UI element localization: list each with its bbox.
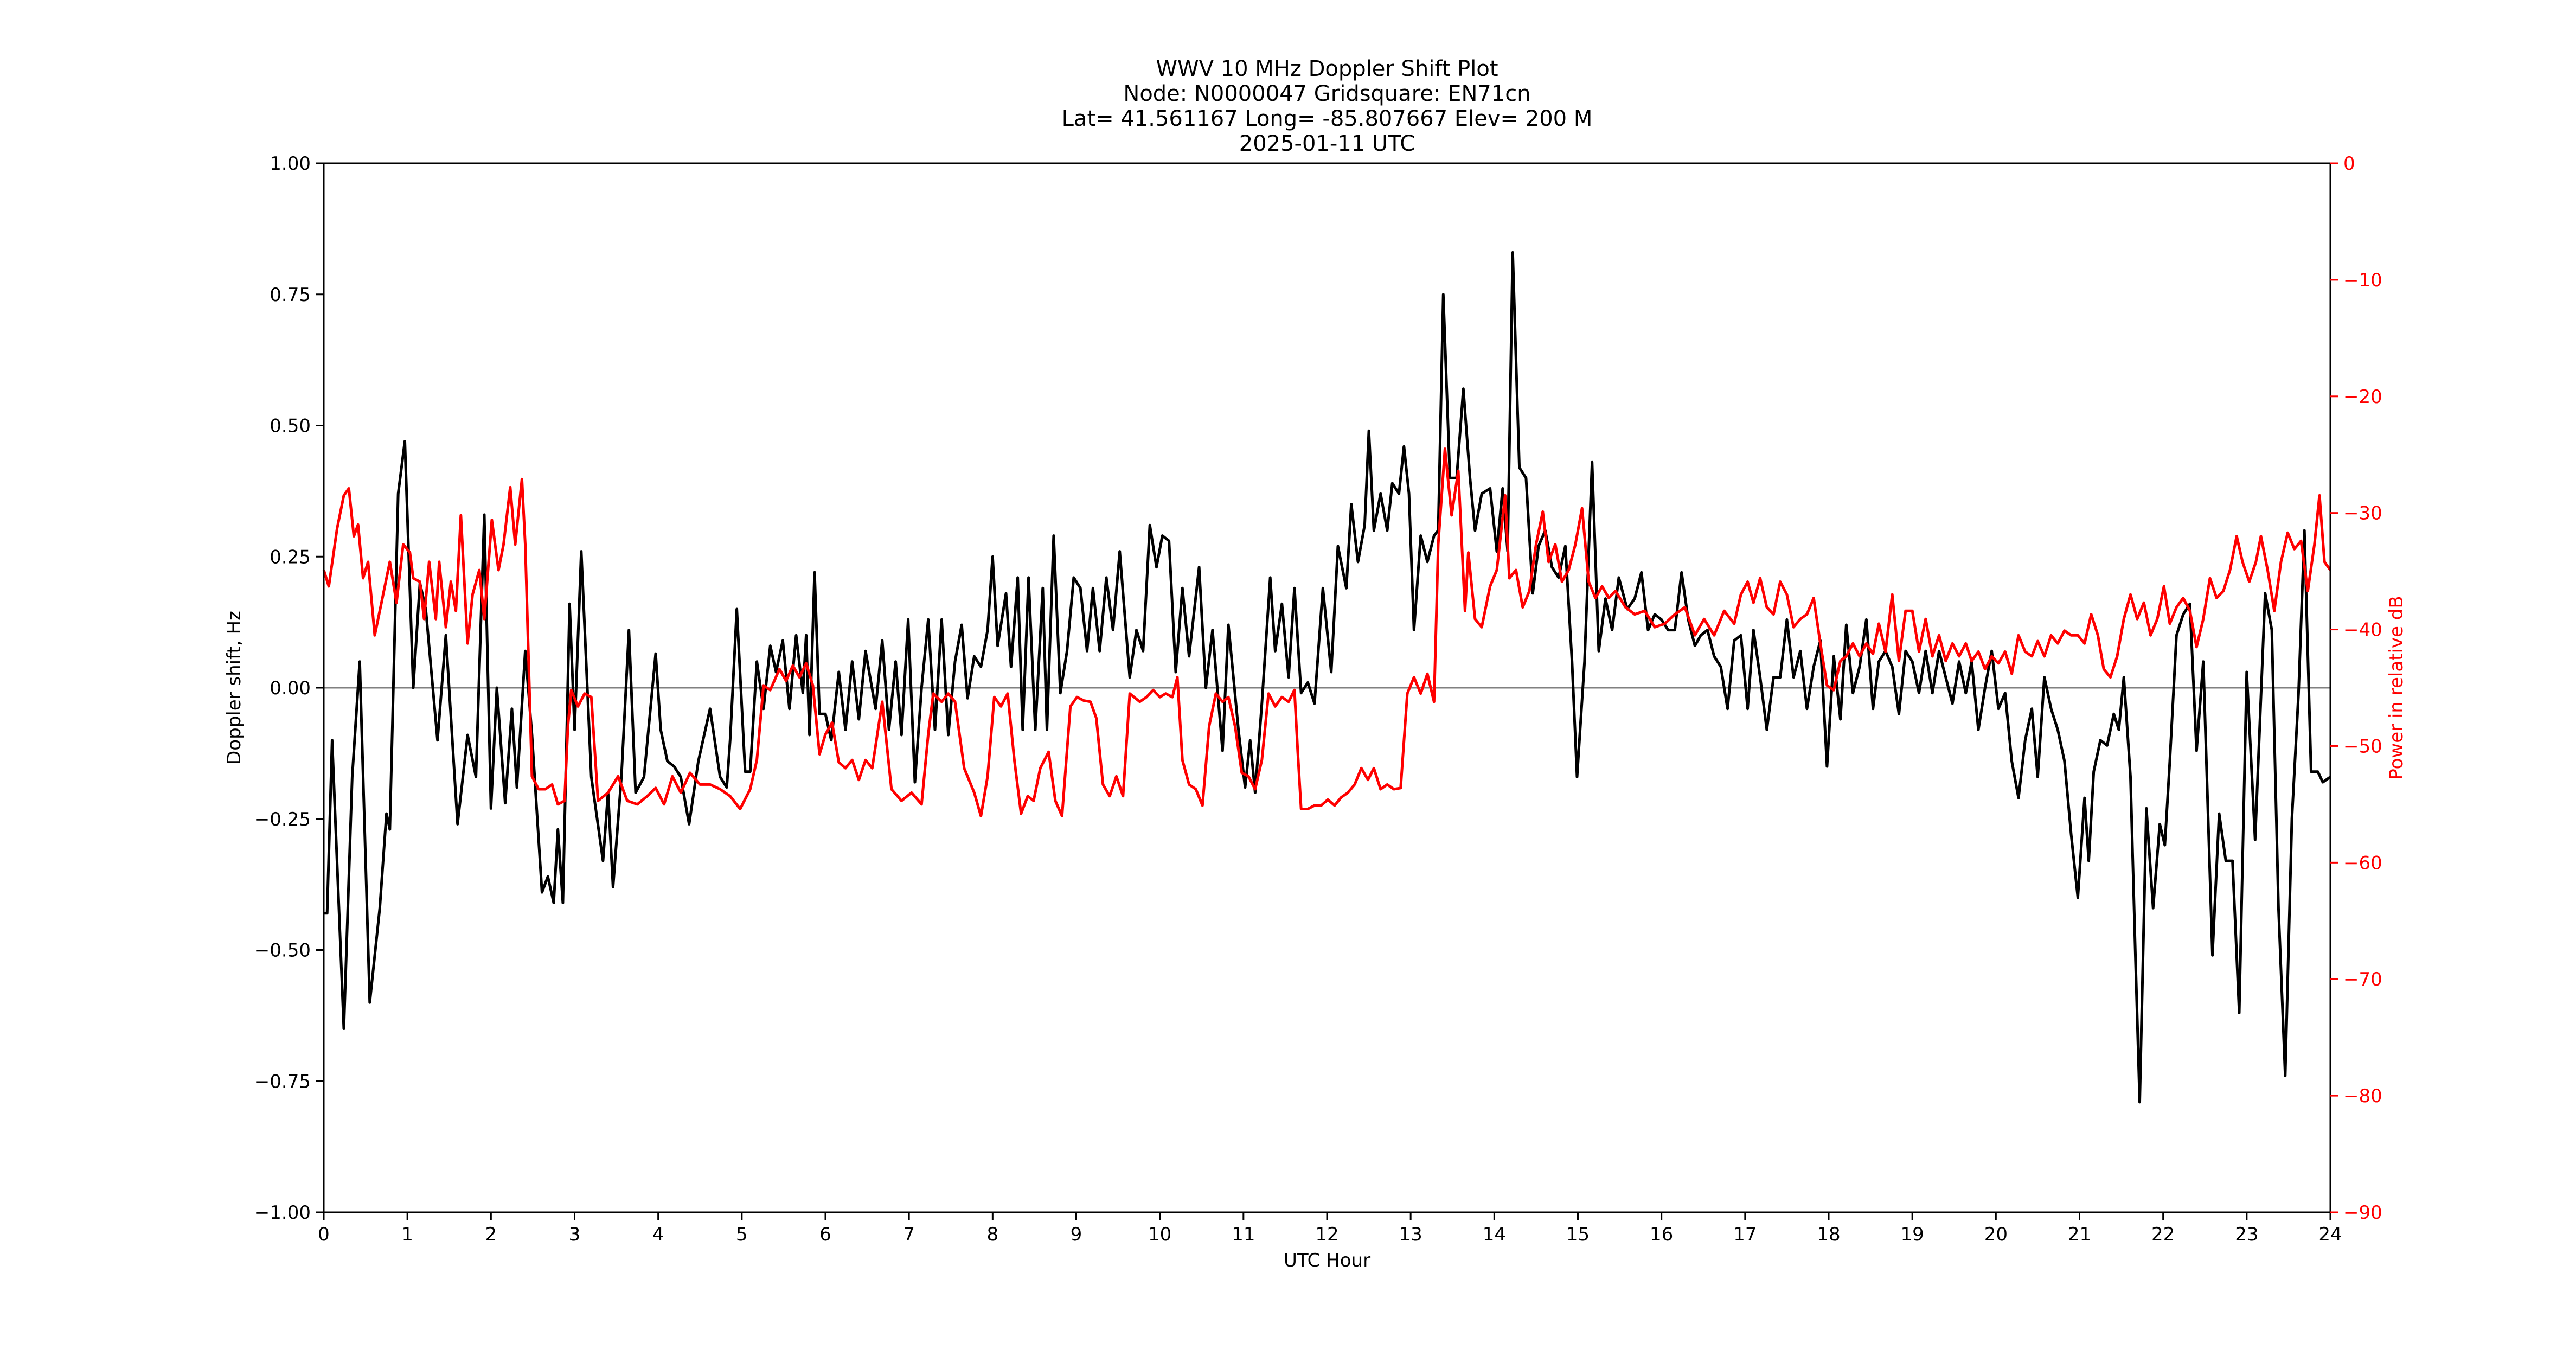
- y-tick-label: 0.25: [270, 546, 311, 568]
- x-tick-label: 0: [318, 1224, 330, 1245]
- x-tick-label: 4: [652, 1224, 664, 1245]
- y2-tick-label: −90: [2343, 1202, 2382, 1224]
- chart-subtitle-location: Lat= 41.561167 Long= -85.807667 Elev= 20…: [1062, 106, 1593, 131]
- x-tick-label: 18: [1817, 1224, 1840, 1245]
- y2-tick-label: −10: [2343, 270, 2382, 291]
- y2-tick-label: −60: [2343, 852, 2382, 874]
- x-axis-label: UTC Hour: [1284, 1250, 1370, 1271]
- x-tick-label: 23: [2235, 1224, 2258, 1245]
- x-tick-label: 6: [819, 1224, 831, 1245]
- y-tick-label: 1.00: [270, 153, 311, 175]
- x-tick-label: 11: [1232, 1224, 1255, 1245]
- y2-tick-label: −20: [2343, 386, 2382, 408]
- x-tick-label: 10: [1148, 1224, 1171, 1245]
- doppler-series-line: [324, 251, 2331, 1104]
- x-tick-label: 13: [1399, 1224, 1422, 1245]
- y-tick-label: 0.00: [270, 677, 311, 699]
- x-tick-label: 17: [1733, 1224, 1757, 1245]
- y2-tick-label: −50: [2343, 735, 2382, 757]
- y2-tick-label: −70: [2343, 969, 2382, 990]
- chart-subtitle-node: Node: N0000047 Gridsquare: EN71cn: [1123, 81, 1530, 106]
- x-tick-label: 3: [569, 1224, 581, 1245]
- x-tick-label: 19: [1901, 1224, 1924, 1245]
- y-tick-label: −1.00: [254, 1202, 311, 1224]
- x-tick-label: 8: [987, 1224, 999, 1245]
- y-tick-label: −0.75: [254, 1071, 311, 1092]
- power-series-line: [322, 447, 2332, 817]
- x-tick-label: 9: [1071, 1224, 1082, 1245]
- y2-tick-label: −30: [2343, 503, 2382, 525]
- x-tick-label: 12: [1315, 1224, 1338, 1245]
- y2-tick-label: −40: [2343, 619, 2382, 641]
- y2-tick-label: 0: [2343, 153, 2355, 175]
- chart-subtitle-date: 2025-01-11 UTC: [1239, 131, 1415, 156]
- x-tick-label: 2: [485, 1224, 497, 1245]
- y-tick-label: −0.25: [254, 809, 311, 830]
- y-tick-label: −0.50: [254, 940, 311, 962]
- x-tick-label: 24: [2318, 1224, 2342, 1245]
- y-axis-label: Doppler shift, Hz: [223, 611, 245, 765]
- y2-axis-label: Power in relative dB: [2386, 596, 2407, 779]
- x-tick-label: 5: [736, 1224, 748, 1245]
- x-tick-label: 7: [903, 1224, 915, 1245]
- y2-tick-label: −80: [2343, 1085, 2382, 1107]
- x-tick-label: 22: [2151, 1224, 2175, 1245]
- y-tick-label: 0.50: [270, 415, 311, 437]
- x-tick-label: 14: [1483, 1224, 1506, 1245]
- y-tick-label: 0.75: [270, 284, 311, 306]
- x-tick-label: 16: [1650, 1224, 1673, 1245]
- x-tick-label: 21: [2068, 1224, 2091, 1245]
- x-tick-label: 15: [1566, 1224, 1590, 1245]
- chart-title: WWV 10 MHz Doppler Shift Plot: [1156, 56, 1498, 81]
- x-tick-label: 20: [1984, 1224, 2008, 1245]
- plot-area: [322, 251, 2332, 1104]
- x-tick-label: 1: [401, 1224, 413, 1245]
